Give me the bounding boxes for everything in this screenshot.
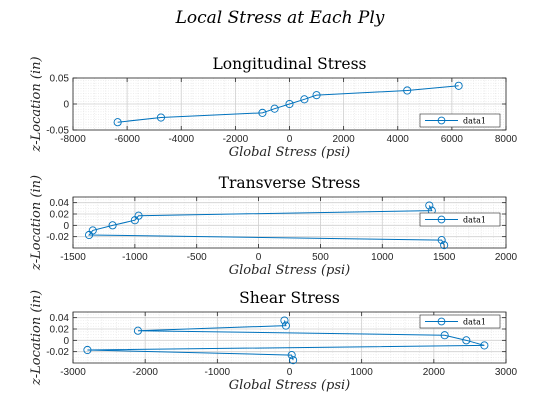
data-point xyxy=(270,104,279,113)
transverse-axes-box xyxy=(72,196,507,249)
data-point xyxy=(133,326,142,335)
data-point xyxy=(312,91,321,100)
y-tick-label: 0.04 xyxy=(50,313,70,324)
data-point xyxy=(258,108,267,117)
x-tick-label: 500 xyxy=(312,252,329,263)
series-line-data1 xyxy=(88,205,445,246)
data-point xyxy=(403,86,412,95)
transverse-stress-panel: -1500 -1000 -500 0 500 1000 1500 2000-0.0200.02… xyxy=(29,174,518,278)
y-axis-label: z-Location (in) xyxy=(29,175,44,271)
y-tick-label: 0.02 xyxy=(50,210,70,221)
x-tick-label: 2000 xyxy=(495,252,518,263)
x-tick-label: -3000 xyxy=(60,367,86,378)
x-tick-label: 0 xyxy=(287,367,293,378)
data-point xyxy=(300,95,309,104)
data-point xyxy=(437,236,446,245)
data-point xyxy=(440,241,449,250)
data-point xyxy=(287,351,296,360)
panel-title: Longitudinal Stress xyxy=(212,55,366,73)
y-tick-label: -0.02 xyxy=(46,232,69,243)
y-tick-label: -0.05 xyxy=(46,126,69,137)
y-tick-label: -0.02 xyxy=(46,347,69,358)
y-tick-label: 0.05 xyxy=(50,74,70,85)
y-tick-label: 0 xyxy=(63,336,69,347)
data-point xyxy=(425,201,434,210)
data-point xyxy=(281,321,290,330)
x-tick-label: -2000 xyxy=(223,134,249,145)
x-axis-label: Global Stress (psi) xyxy=(229,263,351,278)
data-point xyxy=(289,356,298,365)
x-tick-label: 0 xyxy=(256,252,262,263)
x-tick-label: 2000 xyxy=(423,367,446,378)
x-tick-label: -6000 xyxy=(114,134,140,145)
y-axis-label: z-Location (in) xyxy=(29,290,44,386)
x-tick-label: -2000 xyxy=(132,367,158,378)
x-tick-label: 1500 xyxy=(433,252,456,263)
series-line-data1 xyxy=(117,85,459,123)
legend-marker xyxy=(437,116,446,125)
x-tick-label: 6000 xyxy=(441,134,464,145)
data-point xyxy=(440,331,449,340)
x-tick-label: 1000 xyxy=(351,367,374,378)
legend-label: data1 xyxy=(463,117,486,126)
data-point xyxy=(83,345,92,355)
data-point xyxy=(88,226,97,235)
legend-marker xyxy=(437,317,446,326)
y-axis-label: z-Location (in) xyxy=(29,56,44,152)
legend-label: data1 xyxy=(463,216,486,225)
data-point xyxy=(134,211,143,220)
panel-title: Transverse Stress xyxy=(219,174,361,192)
data-point xyxy=(156,113,166,122)
x-tick-label: -8000 xyxy=(60,134,86,145)
legend-label: data1 xyxy=(463,318,486,327)
shear-stress-panel: -3000 -2000 -1000 0 1000 2000 3000-0.0200.020.… xyxy=(29,289,518,393)
x-tick-label: -500 xyxy=(187,252,207,263)
data-point xyxy=(113,118,122,127)
x-tick-label: -1500 xyxy=(60,252,86,263)
y-tick-label: 0 xyxy=(63,221,69,232)
data-point xyxy=(480,341,489,350)
x-tick-label: 0 xyxy=(287,134,293,145)
y-tick-label: 0 xyxy=(63,100,69,111)
data-point xyxy=(454,81,463,90)
data-point xyxy=(285,99,294,109)
data-point xyxy=(280,316,289,325)
x-tick-label: 1000 xyxy=(371,252,394,263)
x-axis-label: Global Stress (psi) xyxy=(229,145,351,160)
figure-title: Local Stress at Each Ply xyxy=(175,8,385,28)
x-tick-label: 8000 xyxy=(495,134,518,145)
x-tick-label: -1000 xyxy=(122,252,148,263)
data-point xyxy=(108,221,117,230)
y-tick-label: 0.02 xyxy=(50,325,70,336)
series-line-data1 xyxy=(87,320,485,361)
x-tick-label: 2000 xyxy=(333,134,356,145)
y-tick-label: 0.04 xyxy=(50,198,70,209)
longitudinal-stress-panel: -8000 -6000 -4000 -2000 0 2000 4000 6000 8000 -0.… xyxy=(29,55,518,160)
legend-marker xyxy=(437,215,446,224)
x-tick-label: -4000 xyxy=(168,134,194,145)
x-tick-label: 4000 xyxy=(387,134,410,145)
x-tick-label: 3000 xyxy=(495,367,518,378)
data-point xyxy=(462,336,471,345)
panel-title: Shear Stress xyxy=(239,289,340,307)
x-tick-label: -1000 xyxy=(205,367,231,378)
x-axis-label: Global Stress (psi) xyxy=(229,378,351,393)
